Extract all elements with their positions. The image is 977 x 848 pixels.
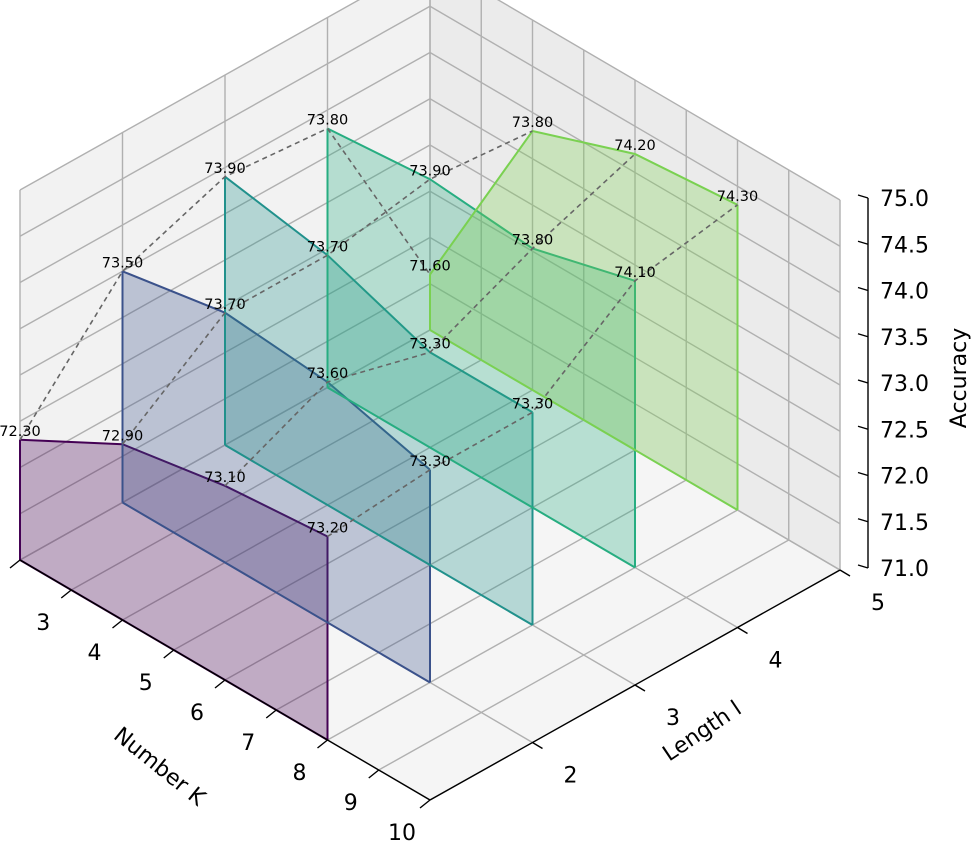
data-label: 73.30 [512,396,554,412]
x-tick [419,799,431,809]
z-tick [857,286,869,292]
y-tick-label: 5 [871,591,885,616]
data-label: 73.70 [307,239,349,255]
data-label: 73.80 [307,113,349,129]
z-tick [857,379,869,384]
data-label: 74.30 [717,189,759,205]
x-tick [9,559,21,569]
y-tick-label: 3 [666,706,680,731]
z-tick-label: 71.5 [880,511,929,536]
data-label: 73.70 [204,297,246,313]
y-tick-label: 4 [769,649,783,674]
data-label: 73.60 [307,366,349,382]
data-label: 73.30 [409,336,451,352]
data-label: 73.90 [204,161,246,177]
z-tick [857,194,869,199]
data-labels: 72.30 72.90 73.10 73.20 73.50 73.70 73.60 73.30… [0,113,758,537]
z-tick [857,518,869,523]
x-tick-label: 7 [241,731,255,756]
series-line [327,127,636,282]
data-label: 73.30 [409,454,451,470]
connector-line [121,130,533,445]
x-tick-label: 5 [139,671,153,696]
x-tick-label: 9 [344,791,358,816]
data-label: 72.90 [102,428,144,444]
x-tick [112,619,123,629]
data-label: 73.20 [307,521,349,537]
series-line [429,129,738,276]
series-edge [224,444,534,626]
series-edge [121,501,431,684]
series-edge [429,329,739,511]
z-tick-label: 74.0 [880,280,929,305]
x-axis-label: Number K [109,723,211,812]
data-label: 73.90 [409,163,451,179]
connector-line [224,153,636,487]
z-tick-label: 75.0 [880,187,929,212]
data-label: 73.50 [102,255,144,271]
z-tick [857,333,869,338]
series-area [225,176,533,625]
x-tick-label: 3 [36,611,50,636]
data-label: 74.20 [614,138,656,154]
grid-line-z [429,98,841,340]
x-tick [317,739,328,749]
x-tick-label: 10 [388,821,416,846]
z-tick-label: 73.5 [880,326,929,351]
grid-line-z [19,0,361,191]
z-tick-label: 72.5 [880,418,929,443]
axes: 2345678910234571.071.572.072.573.073.574… [9,187,929,846]
grid-line-z [429,5,841,247]
grid-line-z [496,0,841,201]
connector-lines [19,127,738,538]
z-tick [857,240,869,245]
y-tick [737,626,748,635]
data-label: 73.80 [512,115,554,131]
x-tick [368,769,380,779]
x-tick-label: 8 [293,761,307,786]
z-tick [857,564,869,569]
connector-line [327,204,738,538]
z-tick [857,471,869,477]
z-tick-label: 73.0 [880,372,929,397]
data-label: 73.10 [204,470,246,486]
series-areas [19,127,739,741]
y-tick [634,684,646,692]
grid-line-z [19,51,431,284]
series-area [20,439,328,740]
x-tick [60,589,72,599]
grid-line-z [429,144,841,386]
z-tick-label: 74.5 [880,233,929,258]
y-tick-label: 2 [564,764,578,789]
x-tick [214,679,226,689]
grid-line-z [429,51,841,294]
data-label: 71.60 [409,259,451,275]
x-tick [163,649,175,659]
z-tick [857,425,869,430]
connector-line [19,127,431,441]
x-tick [265,709,277,719]
series-line [122,270,431,471]
y-tick [532,741,543,750]
z-axis-label: Accuracy [947,328,972,428]
series-area [122,271,430,683]
series-area [327,128,635,568]
series-area [430,131,738,510]
z-tick-label: 72.0 [880,465,929,490]
series-line [224,175,534,414]
x-tick-label: 6 [190,701,204,726]
grid-line-z [19,5,431,237]
y-tick [839,569,851,577]
data-label: 73.80 [512,233,554,249]
x-tick-label: 4 [88,641,102,666]
series-line [19,438,328,538]
data-label: 72.30 [0,424,41,440]
data-label: 74.10 [614,265,656,281]
series-edge [326,386,636,569]
z-tick-label: 71.0 [880,557,929,582]
